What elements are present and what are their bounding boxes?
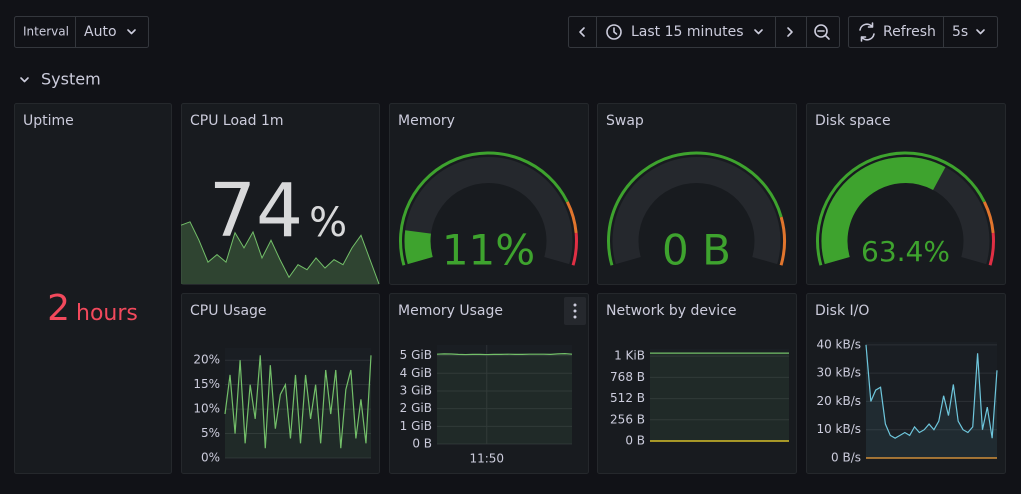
panel-title: Disk space	[815, 113, 891, 129]
sparkline-area	[181, 221, 379, 284]
chevron	[976, 29, 985, 35]
panel-title: Swap	[606, 113, 644, 129]
y-tick-label: 5 GiB	[400, 348, 432, 362]
unit: %	[309, 200, 347, 246]
menu-dot	[573, 303, 577, 307]
y-tick-label: 15%	[193, 377, 220, 391]
threshold-arc	[565, 201, 578, 234]
y-tick-label: 4 GiB	[400, 366, 432, 380]
row-title[interactable]: System	[41, 70, 101, 89]
y-tick-label: 3 GiB	[400, 383, 432, 397]
gauge-bar	[404, 230, 433, 265]
chevron	[754, 29, 763, 35]
forward-button[interactable]	[787, 27, 793, 37]
threshold-arc	[607, 151, 783, 266]
y-tick-label: 10 kB/s	[816, 422, 861, 436]
series-area	[437, 353, 572, 444]
y-tick-label: 20 kB/s	[816, 394, 861, 408]
gauge-bar	[821, 157, 946, 265]
gauge-track	[612, 157, 781, 265]
stat-value: 2 hours	[47, 288, 138, 329]
menu-dot	[573, 315, 577, 319]
clock-icon	[606, 24, 622, 40]
panel-title: Memory	[398, 113, 455, 129]
stat-value: 74%	[209, 168, 347, 254]
refresh-box	[848, 16, 998, 48]
clock-hand	[613, 27, 618, 35]
y-tick-label: 5%	[201, 426, 220, 440]
plot-area	[650, 349, 789, 441]
plot-area	[866, 342, 997, 458]
refresh-interval[interactable]: 5s	[952, 24, 968, 40]
interval-box[interactable]	[14, 16, 149, 48]
gauge-value: 11%	[442, 226, 535, 275]
y-tick-label: 1 KiB	[614, 349, 645, 363]
panel-title: CPU Usage	[190, 303, 267, 319]
gauge-value: 0 B	[662, 226, 731, 275]
time-range[interactable]: Last 15 minutes	[631, 24, 744, 40]
value: 74	[209, 168, 303, 254]
y-tick-label: 10%	[193, 402, 220, 416]
panel-title: Uptime	[23, 113, 74, 129]
value: 2	[47, 288, 70, 329]
series-line	[436, 353, 573, 356]
gauge-value: 63.4%	[861, 235, 950, 268]
unit: hours	[76, 301, 138, 326]
chevron	[127, 29, 136, 35]
row-chevron[interactable]	[20, 77, 29, 83]
y-tick-label: 2 GiB	[400, 401, 432, 415]
threshold-arc	[779, 216, 786, 266]
y-tick-label: 768 B	[610, 370, 645, 384]
threshold-arc	[399, 151, 569, 266]
panel	[181, 103, 380, 285]
y-tick-label: 0 B/s	[831, 451, 861, 465]
panel-title: Memory Usage	[398, 303, 503, 319]
panel-title: Network by device	[606, 303, 737, 319]
panel-title: Disk I/O	[815, 303, 869, 319]
zoom-icon	[817, 30, 830, 40]
y-tick-label: 1 GiB	[400, 419, 432, 433]
series-area	[650, 353, 789, 441]
back-button[interactable]	[579, 27, 585, 37]
threshold-arc	[571, 232, 578, 266]
y-tick-label: 512 B	[610, 391, 645, 405]
panel	[14, 103, 172, 474]
y-tick-label: 20%	[193, 353, 220, 367]
sparkline	[180, 221, 380, 285]
refresh-icon	[859, 22, 875, 42]
interval-value[interactable]: Auto	[84, 24, 117, 40]
threshold-arc	[982, 201, 995, 234]
series-line	[224, 355, 372, 449]
plot-area	[437, 345, 572, 444]
y-tick-label: 256 B	[610, 412, 645, 426]
time-picker	[568, 16, 840, 48]
threshold-arc	[988, 232, 995, 266]
y-tick-label: 0%	[201, 451, 220, 465]
series-line	[865, 344, 998, 439]
y-tick-label: 30 kB/s	[816, 366, 861, 380]
x-tick-label: 11:50	[469, 452, 504, 466]
panel	[389, 103, 589, 285]
interval-label: Interval	[23, 25, 69, 39]
panel-title: CPU Load 1m	[190, 113, 284, 129]
menu-dot	[573, 309, 577, 313]
y-tick-label: 0 B	[412, 437, 432, 451]
refresh-button[interactable]: Refresh	[883, 24, 936, 40]
y-tick-label: 40 kB/s	[816, 337, 861, 351]
gauge-track	[404, 157, 573, 265]
panel	[597, 103, 797, 285]
y-tick-label: 0 B	[625, 434, 645, 448]
series-area	[866, 344, 997, 458]
zoom-out-button[interactable]	[814, 24, 828, 38]
threshold-arc	[816, 151, 986, 266]
panel	[806, 103, 1006, 285]
